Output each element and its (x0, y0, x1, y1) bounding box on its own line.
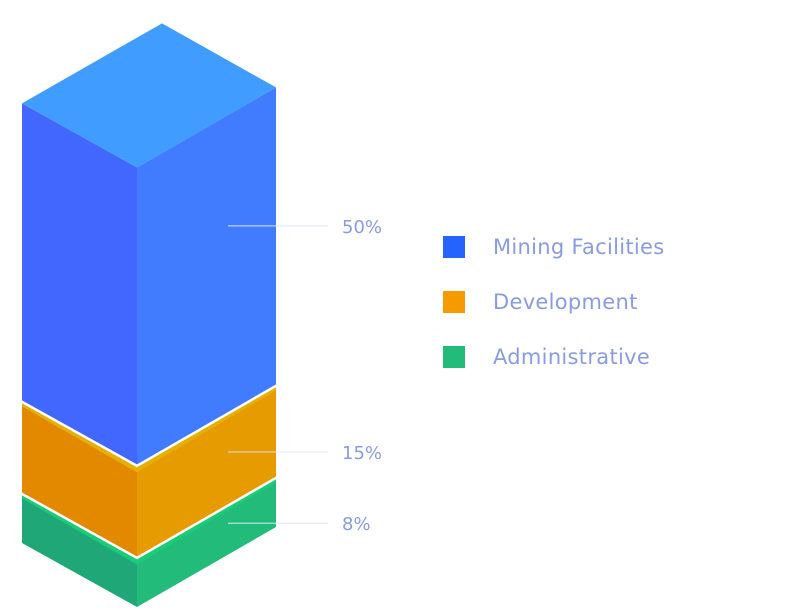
legend-item-administrative: Administrative (443, 343, 665, 371)
bar-segment-left-administrative (22, 495, 137, 607)
bar-segment-right-mining-facilities (137, 87, 276, 465)
bar-segment-top-mining-facilities (22, 23, 276, 168)
legend-swatch (443, 236, 465, 258)
value-label-development: 15% (342, 443, 382, 464)
bar-segment-left-mining-facilities (22, 103, 137, 465)
value-label-administrative: 8% (342, 514, 371, 535)
legend-item-mining-facilities: Mining Facilities (443, 233, 665, 261)
bar-segment-right-administrative (137, 479, 276, 607)
legend-swatch (443, 346, 465, 368)
legend-label: Administrative (493, 345, 651, 369)
legend-item-development: Development (443, 288, 665, 316)
legend-label: Development (493, 290, 638, 314)
legend-label: Mining Facilities (493, 235, 665, 259)
legend: Mining Facilities Development Administra… (443, 233, 665, 398)
legend-swatch (443, 291, 465, 313)
bar-segment-right-development (137, 387, 276, 557)
bar-segment-left-development (22, 403, 137, 557)
value-label-mining-facilities: 50% (342, 217, 382, 238)
